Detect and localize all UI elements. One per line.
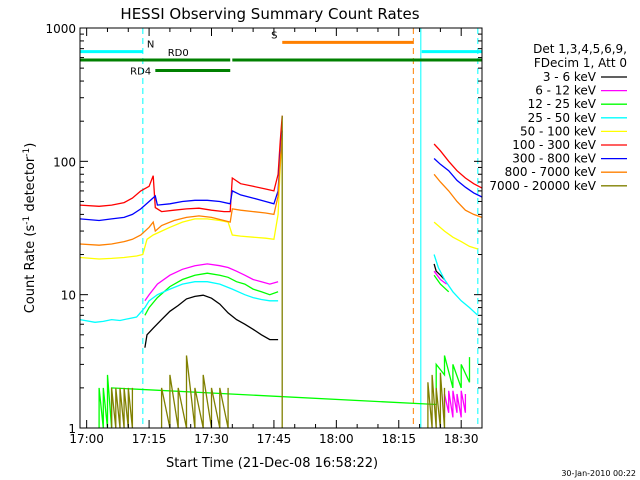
series-7 [79,134,483,246]
y-tick-label-2: 100 [53,155,76,169]
legend-label-1: 6 - 12 keV [535,84,597,98]
series-2 [98,272,471,429]
x-tick-label-6: 18:30 [444,432,479,446]
legend-label-3: 25 - 50 keV [528,111,597,125]
plot-frame [79,27,483,429]
series-line-3-1 [433,254,479,316]
series-line-0-1 [433,263,445,280]
chart-title: HESSI Observing Summary Count Rates [120,5,419,23]
series-line-7-0 [79,134,283,246]
y-tick-label-1: 10 [61,289,76,303]
series-4 [79,137,478,260]
x-tick-label-5: 18:15 [381,432,416,446]
status-label-rd0: RD0 [168,48,189,59]
series-line-6-1 [433,158,483,198]
status-label-rd4: RD4 [130,67,151,78]
series-0 [144,263,445,348]
legend-label-8: 7000 - 20000 keV [489,179,596,193]
footer-date: 30-Jan-2010 00:22 [561,469,636,478]
series-line-1-1 [433,270,447,285]
y-axis-label: Count Rate (s-1 detector-1) [22,143,38,314]
series-line-8-1 [160,355,229,429]
plot-area: NRD0RD4S [79,28,483,429]
series-line-4-1 [433,221,478,250]
x-tick-label-4: 18:00 [319,432,354,446]
series-line-8-0 [110,387,134,429]
legend-label-5: 100 - 300 keV [512,138,596,152]
series-line-0-0 [144,294,279,348]
series-line-5-1 [433,143,483,189]
x-tick-label-1: 17:15 [132,432,167,446]
series-line-1-0 [144,263,279,302]
x-tick-label-2: 17:30 [194,432,229,446]
series-5 [79,115,483,213]
series-line-3-0 [79,281,279,323]
series-line-2-1 [433,274,450,293]
series-line-4-0 [79,137,283,260]
y-tick-label-3: 1000 [45,22,76,36]
legend-header-line2: FDecim 1, Att 0 [534,56,627,70]
x-tick-label-0: 17:00 [69,432,104,446]
legend-label-6: 300 - 800 keV [512,152,596,166]
series-1 [144,263,467,418]
series-6 [79,130,483,222]
legend: Det 1,3,4,5,6,9, FDecim 1, Att 0 3 - 6 k… [489,42,627,193]
series-line-6-0 [79,130,283,222]
x-tick-label-3: 17:45 [257,432,292,446]
legend-header-line1: Det 1,3,4,5,6,9, [533,42,627,56]
legend-label-4: 50 - 100 keV [520,124,597,138]
series-line-5-0 [79,115,283,213]
x-axis-label: Start Time (21-Dec-08 16:58:22) [166,456,378,471]
series-line-2-2 [98,355,471,429]
legend-label-7: 800 - 7000 keV [505,165,597,179]
series-3 [79,254,479,323]
series-line-8-3 [427,372,446,429]
series-line-2-0 [144,272,279,316]
status-label-n: N [147,40,154,51]
axes: 17:00 17:15 17:30 17:45 18:00 18:15 18:30 1 10 10… [45,22,483,446]
series-line-1-2 [443,390,467,418]
series-8 [110,115,446,429]
legend-label-2: 12 - 25 keV [528,97,597,111]
legend-label-0: 3 - 6 keV [543,70,597,84]
series-line-7-1 [433,173,483,219]
y-tick-label-0: 1 [68,422,76,436]
